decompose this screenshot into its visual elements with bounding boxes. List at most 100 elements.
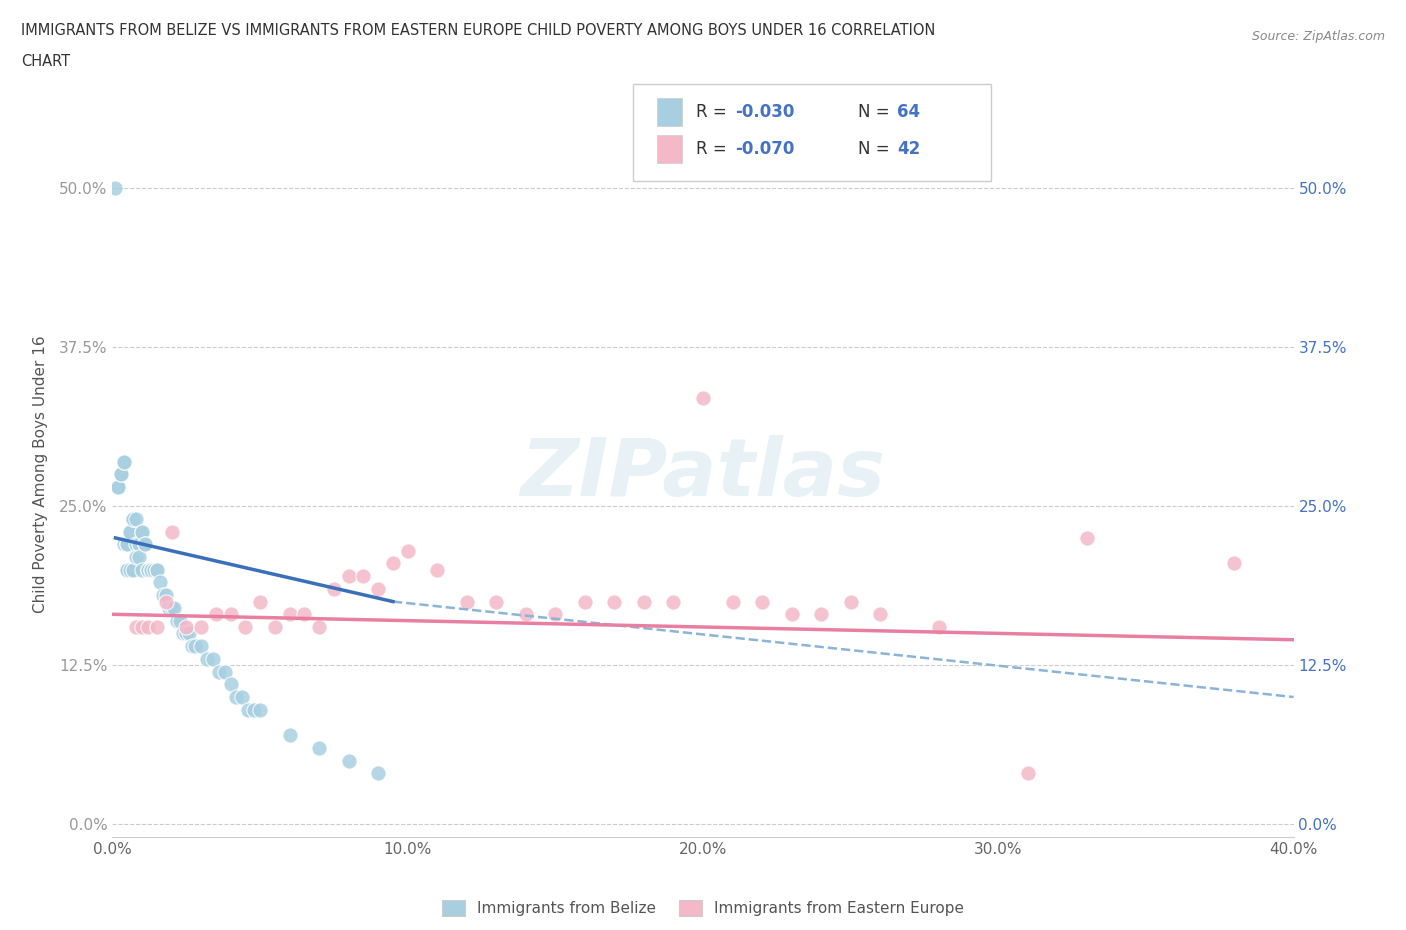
- Point: [134, 537, 156, 551]
- Point: [1223, 556, 1246, 571]
- Point: [426, 563, 449, 578]
- Point: [544, 607, 567, 622]
- Point: [219, 607, 242, 622]
- Point: [125, 537, 148, 551]
- Point: [692, 391, 714, 405]
- Point: [117, 563, 138, 578]
- Point: [243, 702, 266, 717]
- Point: [131, 563, 153, 578]
- Point: [174, 619, 197, 634]
- Point: [214, 664, 236, 679]
- Text: 64: 64: [897, 102, 920, 121]
- Point: [190, 619, 212, 634]
- Point: [382, 556, 405, 571]
- Point: [146, 563, 169, 578]
- Point: [515, 607, 537, 622]
- Point: [125, 512, 148, 526]
- Text: R =: R =: [696, 140, 733, 158]
- Point: [810, 607, 832, 622]
- Point: [128, 550, 150, 565]
- Point: [184, 639, 207, 654]
- Point: [112, 454, 135, 469]
- Point: [166, 613, 188, 628]
- Y-axis label: Child Poverty Among Boys Under 16: Child Poverty Among Boys Under 16: [32, 336, 48, 613]
- Point: [120, 563, 142, 578]
- Point: [136, 563, 159, 578]
- Point: [172, 626, 194, 641]
- Text: R =: R =: [696, 102, 733, 121]
- Point: [146, 619, 169, 634]
- Text: IMMIGRANTS FROM BELIZE VS IMMIGRANTS FROM EASTERN EUROPE CHILD POVERTY AMONG BOY: IMMIGRANTS FROM BELIZE VS IMMIGRANTS FRO…: [21, 23, 935, 38]
- Point: [190, 639, 212, 654]
- Point: [278, 607, 301, 622]
- Point: [323, 581, 346, 596]
- Point: [160, 601, 183, 616]
- Point: [160, 525, 183, 539]
- Point: [131, 525, 153, 539]
- Point: [107, 480, 129, 495]
- Point: [112, 537, 135, 551]
- Point: [157, 601, 180, 616]
- Legend: Immigrants from Belize, Immigrants from Eastern Europe: Immigrants from Belize, Immigrants from …: [441, 900, 965, 916]
- Point: [110, 467, 132, 482]
- Text: ZIPatlas: ZIPatlas: [520, 435, 886, 513]
- Text: -0.030: -0.030: [735, 102, 794, 121]
- Point: [163, 601, 186, 616]
- Point: [174, 626, 197, 641]
- Point: [308, 740, 330, 755]
- Text: N =: N =: [858, 102, 894, 121]
- Point: [128, 537, 150, 551]
- Point: [1076, 530, 1098, 545]
- Point: [131, 525, 153, 539]
- Point: [839, 594, 862, 609]
- Point: [337, 568, 360, 583]
- Point: [125, 619, 148, 634]
- Text: -0.070: -0.070: [735, 140, 794, 158]
- Point: [120, 525, 142, 539]
- Point: [112, 454, 135, 469]
- Point: [233, 619, 256, 634]
- Point: [205, 607, 228, 622]
- Point: [352, 568, 374, 583]
- Point: [485, 594, 508, 609]
- Text: CHART: CHART: [21, 54, 70, 69]
- Point: [120, 525, 142, 539]
- Point: [142, 563, 165, 578]
- Point: [249, 594, 271, 609]
- Point: [152, 588, 174, 603]
- Point: [249, 702, 271, 717]
- Point: [169, 613, 191, 628]
- Point: [751, 594, 773, 609]
- Point: [179, 626, 201, 641]
- Point: [574, 594, 596, 609]
- Point: [117, 537, 138, 551]
- Point: [633, 594, 655, 609]
- Point: [131, 619, 153, 634]
- Point: [110, 467, 132, 482]
- Point: [122, 512, 145, 526]
- Point: [122, 563, 145, 578]
- Point: [107, 480, 129, 495]
- Point: [225, 689, 247, 704]
- Point: [928, 619, 950, 634]
- Point: [869, 607, 891, 622]
- Point: [134, 537, 156, 551]
- Point: [122, 512, 145, 526]
- Point: [278, 728, 301, 743]
- Point: [208, 664, 231, 679]
- Point: [603, 594, 626, 609]
- Point: [117, 537, 138, 551]
- Point: [337, 753, 360, 768]
- Point: [149, 575, 172, 590]
- Text: Source: ZipAtlas.com: Source: ZipAtlas.com: [1251, 30, 1385, 43]
- Point: [128, 537, 150, 551]
- Point: [136, 563, 159, 578]
- Text: N =: N =: [858, 140, 894, 158]
- Point: [155, 588, 177, 603]
- Point: [780, 607, 803, 622]
- Point: [662, 594, 685, 609]
- Point: [136, 619, 159, 634]
- Point: [264, 619, 287, 634]
- Point: [367, 766, 389, 781]
- Point: [308, 619, 330, 634]
